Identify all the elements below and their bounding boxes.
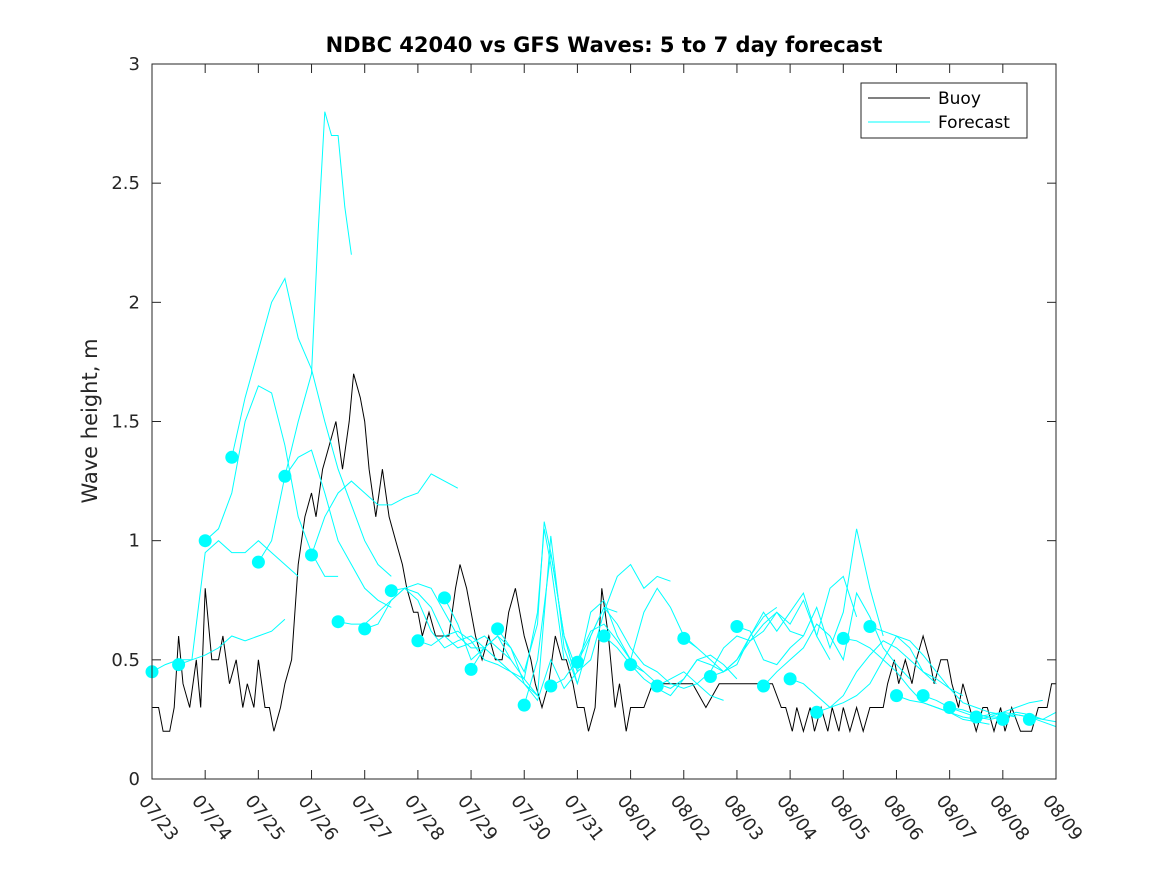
forecast-marker-5 — [251, 555, 265, 569]
forecast-run-line-27 — [843, 637, 990, 725]
forecast-marker-14 — [491, 622, 505, 636]
buoy-series-line — [152, 373, 1056, 734]
y-tick-label: 3 — [129, 54, 140, 75]
forecast-marker-25 — [783, 672, 797, 686]
forecast-marker-8 — [331, 615, 345, 629]
plot-area — [145, 64, 1057, 779]
y-tick-label: 1 — [129, 531, 140, 552]
forecast-run-line-7 — [311, 473, 459, 556]
forecast-run-line-21 — [683, 591, 831, 673]
y-tick-label: 2.5 — [111, 173, 140, 194]
legend-box — [860, 82, 1028, 139]
forecast-run-line-24 — [763, 591, 911, 687]
forecast-run-line-3 — [204, 385, 339, 577]
forecast-run-line-2 — [178, 540, 299, 666]
forecast-run-line-23 — [736, 528, 884, 666]
forecast-run-line-29 — [896, 695, 1043, 720]
forecast-marker-20 — [650, 679, 664, 693]
x-tick-label: 07/24 — [187, 791, 235, 845]
x-tick-label: 08/03 — [719, 791, 767, 845]
forecast-run-line-32 — [976, 711, 1057, 720]
forecast-marker-27 — [836, 631, 850, 645]
legend-buoy-label: Buoy — [938, 89, 981, 109]
forecast-run-line-25 — [789, 635, 937, 709]
forecast-marker-22 — [703, 670, 717, 683]
plot-background — [152, 64, 1056, 779]
forecast-run-line-17 — [576, 606, 724, 701]
forecast-marker-6 — [278, 469, 292, 483]
forecast-marker-2 — [172, 658, 186, 672]
forecast-run-line-5 — [257, 111, 352, 563]
forecast-marker-9 — [358, 622, 372, 636]
x-tick-label: 07/29 — [453, 791, 501, 845]
forecast-marker-24 — [757, 679, 770, 693]
forecast-marker-19 — [624, 658, 638, 672]
x-tick-label: 08/01 — [613, 791, 661, 845]
y-tick-label: 1.5 — [111, 412, 140, 433]
forecast-marker-15 — [517, 698, 531, 712]
forecast-marker-28 — [863, 620, 877, 633]
legend-forecast-label: Forecast — [938, 113, 1010, 133]
x-tick-label: 07/28 — [400, 791, 448, 845]
forecast-marker-12 — [438, 591, 451, 605]
y-axis-label: Wave height, m — [78, 338, 102, 503]
chart-title: NDBC 42040 vs GFS Waves: 5 to 7 day fore… — [326, 33, 883, 57]
x-tick-label: 07/31 — [559, 791, 607, 845]
forecast-marker-16 — [544, 679, 558, 693]
forecast-marker-33 — [996, 712, 1010, 726]
forecast-run-line-10 — [391, 587, 538, 696]
forecast-marker-23 — [730, 620, 744, 633]
forecast-marker-11 — [411, 634, 425, 648]
forecast-marker-21 — [677, 631, 691, 645]
forecast-marker-10 — [384, 584, 398, 598]
forecast-marker-18 — [597, 629, 611, 643]
forecast-run-line-14 — [497, 599, 645, 702]
x-tick-label: 07/25 — [240, 791, 288, 845]
x-tick-label: 08/04 — [772, 791, 820, 845]
forecast-marker-17 — [570, 655, 584, 669]
y-tick-label: 0 — [129, 769, 140, 790]
forecast-run-line-15 — [523, 552, 671, 706]
y-tick-label: 2 — [129, 292, 140, 313]
x-tick-label: 07/23 — [134, 791, 182, 845]
forecast-run-line-9 — [364, 587, 512, 661]
forecast-marker-4 — [225, 450, 239, 464]
forecast-marker-13 — [464, 662, 478, 676]
forecast-marker-3 — [198, 534, 212, 548]
x-tick-label: 08/09 — [1038, 791, 1086, 845]
x-tick-label: 08/07 — [932, 791, 980, 845]
forecast-marker-34 — [1022, 712, 1036, 726]
x-tick-label: 07/27 — [347, 791, 395, 845]
y-tick-label: 0.5 — [111, 650, 140, 671]
forecast-run-line-22 — [710, 575, 858, 677]
x-tick-label: 08/02 — [666, 791, 714, 845]
forecast-marker-7 — [305, 548, 318, 562]
x-tick-label: 08/06 — [879, 791, 927, 845]
forecast-marker-32 — [969, 710, 983, 724]
x-tick-label: 08/05 — [825, 791, 873, 845]
forecast-run-line-18 — [603, 635, 738, 697]
forecast-marker-29 — [890, 689, 903, 703]
x-tick-label: 07/26 — [294, 791, 342, 845]
forecast-marker-31 — [943, 701, 957, 714]
forecast-run-line-20 — [656, 611, 804, 687]
forecast-run-line-26 — [816, 640, 964, 713]
forecast-run-line-28 — [869, 626, 1017, 718]
forecast-run-line-6 — [284, 449, 392, 608]
forecast-marker-30 — [916, 689, 930, 703]
legend: Buoy Forecast — [860, 82, 1028, 139]
x-tick-label: 07/30 — [506, 791, 554, 845]
forecast-marker-26 — [810, 705, 824, 719]
x-tick-label: 08/08 — [985, 791, 1033, 845]
